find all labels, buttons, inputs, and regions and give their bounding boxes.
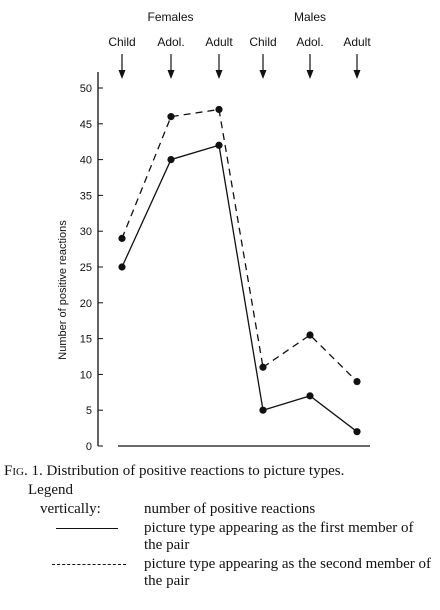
y-tick-label: 15	[80, 334, 92, 346]
data-point-second	[306, 331, 314, 339]
y-tick-label: 50	[80, 83, 92, 95]
category-arrow-head	[167, 70, 175, 79]
figure-caption: Fig. 1. Distribution of positive reactio…	[4, 462, 440, 480]
data-point-first	[353, 428, 361, 436]
category-arrow-head	[215, 70, 223, 79]
caption-label: Fig. 1.	[4, 463, 43, 479]
series-line-second	[121, 108, 220, 239]
data-point-second	[259, 363, 267, 371]
category-arrow-head	[353, 70, 361, 79]
legend-dashed-text: picture type appearing as the second mem…	[144, 556, 431, 589]
y-tick-label: 45	[80, 119, 92, 131]
data-point-first	[259, 406, 267, 414]
y-tick-label: 0	[86, 441, 92, 453]
category-label: Child	[249, 35, 276, 49]
legend-solid-swatch	[40, 520, 132, 537]
legend-solid-text: picture type appearing as the first memb…	[144, 520, 414, 553]
y-tick-label: 25	[80, 262, 92, 274]
data-point-second	[118, 234, 126, 242]
category-arrow-head	[259, 70, 267, 79]
legend-vertical-text: number of positive reactions	[144, 501, 316, 517]
data-point-first	[215, 141, 223, 149]
data-point-first	[118, 263, 126, 271]
category-arrow-head	[306, 70, 314, 79]
data-point-second	[215, 105, 223, 114]
line-chart: 0 5 10 15 20 25 30 35 40 45 50 Number of positive r…	[57, 10, 371, 453]
series-line-first	[262, 395, 358, 433]
legend-vertical-key: vertically:	[40, 501, 101, 517]
y-tick-label: 30	[80, 226, 92, 238]
y-tick-label: 20	[80, 298, 92, 310]
y-tick-label: 10	[80, 369, 92, 381]
series-bridge-second	[218, 109, 264, 368]
category-label: Adult	[205, 35, 233, 49]
y-tick-label: 5	[86, 405, 92, 417]
data-point-first	[306, 392, 314, 400]
caption-text: Distribution of positive reactions to pi…	[46, 463, 345, 479]
data-point-first	[167, 156, 175, 164]
category-label: Adol.	[296, 35, 323, 49]
y-axis-label: Number of positive reactions	[57, 220, 69, 360]
category-arrow-head	[118, 70, 126, 79]
series-bridge-first	[218, 145, 264, 411]
series-line-first	[121, 144, 220, 268]
y-tick-label: 35	[80, 190, 92, 202]
group-label: Females	[147, 10, 193, 24]
category-label: Adol.	[157, 35, 184, 49]
legend-title: Legend	[28, 482, 73, 498]
data-point-second	[353, 377, 361, 386]
category-label: Child	[108, 35, 135, 49]
category-label: Adult	[343, 35, 371, 49]
y-tick-label: 40	[80, 155, 92, 167]
series-line-second	[262, 334, 358, 383]
legend-dashed-swatch	[40, 556, 132, 573]
group-label: Males	[294, 10, 326, 24]
data-point-second	[167, 113, 175, 121]
